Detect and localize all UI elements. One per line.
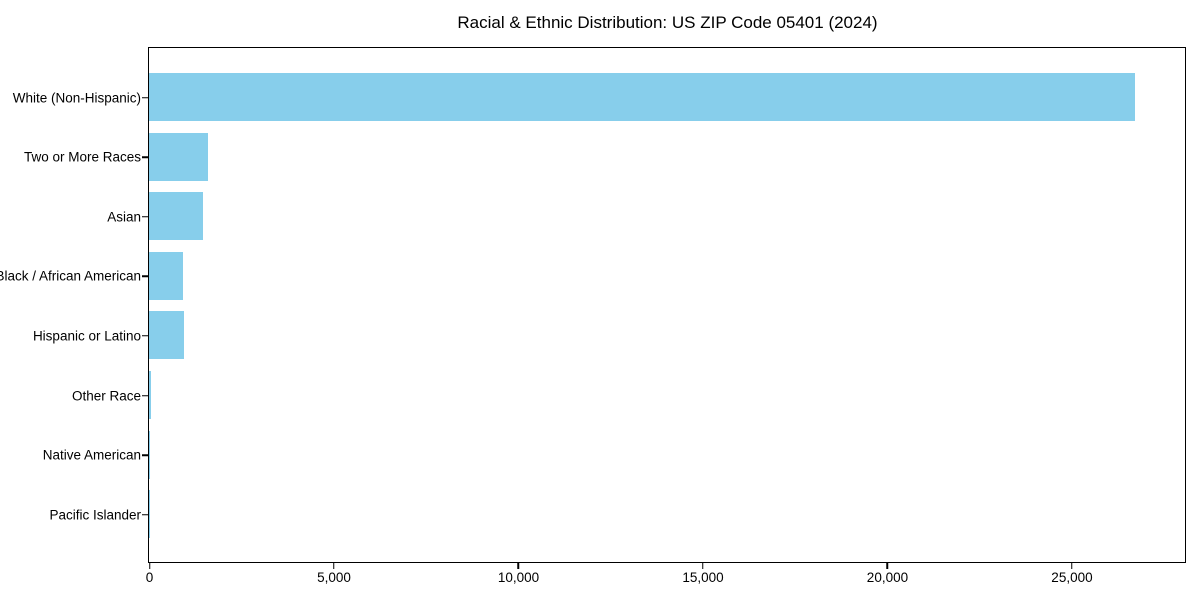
x-tick-mark bbox=[333, 562, 335, 569]
y-tick-mark bbox=[142, 275, 148, 278]
bar-black-african-american bbox=[149, 251, 183, 300]
y-tick-mark bbox=[142, 96, 148, 99]
category-label-two-or-more-races: Two or More Races bbox=[23, 149, 141, 165]
bar-native-american bbox=[149, 430, 150, 479]
category-label-hispanic-or-latino: Hispanic or Latino bbox=[32, 328, 141, 344]
y-tick-mark bbox=[142, 215, 148, 218]
x-tick-mark bbox=[148, 562, 151, 569]
y-tick-mark bbox=[142, 335, 148, 337]
category-label-pacific-islander: Pacific Islander bbox=[49, 507, 141, 523]
x-tick-label-5-000: 5,000 bbox=[317, 570, 351, 585]
x-tick-mark bbox=[886, 562, 889, 569]
y-tick-mark bbox=[142, 394, 148, 397]
bar-other-race bbox=[149, 371, 151, 419]
x-tick-label-10-000: 10,000 bbox=[497, 570, 540, 585]
chart-title: Racial & Ethnic Distribution: US ZIP Cod… bbox=[457, 13, 878, 32]
category-label-black-african-american: Black / African American bbox=[0, 268, 141, 284]
y-tick-mark bbox=[142, 156, 148, 158]
y-tick-mark bbox=[142, 513, 148, 516]
bar-hispanic-or-latino bbox=[149, 311, 185, 360]
category-label-white-non-hispanic: White (Non-Hispanic) bbox=[12, 90, 141, 105]
y-tick-mark bbox=[142, 454, 148, 456]
category-label-native-american: Native American bbox=[42, 447, 141, 463]
x-tick-mark bbox=[702, 562, 704, 569]
x-tick-mark bbox=[1071, 562, 1073, 569]
category-label-asian: Asian bbox=[107, 209, 141, 225]
x-tick-label-15-000: 15,000 bbox=[682, 570, 724, 585]
bar-two-or-more-races bbox=[149, 132, 208, 181]
x-tick-label-25-000: 25,000 bbox=[1051, 570, 1093, 585]
x-tick-label-20-000: 20,000 bbox=[866, 570, 909, 585]
bar-asian bbox=[149, 192, 203, 241]
x-tick-label-0: 0 bbox=[145, 570, 154, 585]
bar-white-non-hispanic bbox=[149, 73, 1135, 121]
plot-area bbox=[148, 46, 1186, 563]
category-label-other-race: Other Race bbox=[71, 388, 141, 403]
x-tick-mark bbox=[517, 562, 520, 569]
